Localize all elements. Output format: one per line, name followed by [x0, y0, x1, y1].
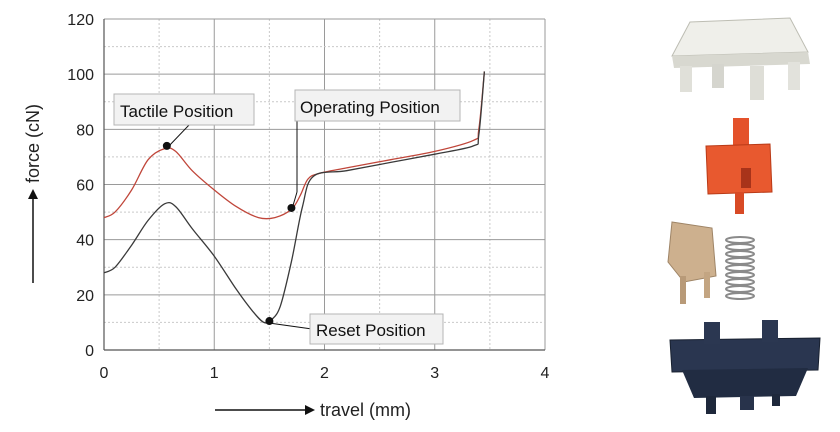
tactile-position-marker: [162, 141, 171, 150]
housing-bottom-post: [704, 322, 720, 344]
stem-body: [705, 143, 773, 195]
x-axis-title: travel (mm): [320, 400, 411, 420]
x-tick-label: 4: [541, 365, 550, 382]
stem-post: [733, 118, 749, 146]
y-tick-label: 60: [76, 178, 94, 195]
housing-bottom-body: [682, 368, 808, 398]
housing-top-face: [671, 17, 809, 57]
callout-reset-leader: [268, 322, 313, 330]
callout-operating-box: [294, 89, 461, 122]
y-axis-arrow-head: [28, 189, 38, 199]
housing-bottom-peg: [772, 394, 780, 406]
housing-bottom-peg: [740, 396, 754, 410]
contact-leaf-image: [667, 221, 717, 304]
callout-tactile-leader: [166, 123, 191, 149]
y-tick-label: 80: [76, 122, 94, 139]
housing-bottom-rim: [669, 337, 821, 373]
annotation-markers: [162, 141, 296, 326]
x-tick-label: 2: [320, 365, 329, 382]
grid: [103, 18, 546, 351]
housing-top-leg: [680, 66, 692, 92]
callout-operating-label: Operating Position: [300, 98, 440, 117]
callout-operating: Operating Position: [291, 89, 461, 210]
callout-tactile: Tactile Position: [113, 93, 255, 149]
stem-pin: [735, 192, 744, 214]
callout-reset: Reset Position: [268, 313, 444, 345]
x-tick-label: 0: [100, 365, 109, 382]
x-axis-title-group: travel (mm): [215, 400, 411, 420]
y-tick-label: 120: [67, 12, 94, 29]
y-axis-title-group: force (cN): [23, 104, 43, 283]
axes: [103, 19, 545, 351]
stem-front-slot: [741, 168, 751, 188]
operating-position-marker: [287, 203, 296, 212]
y-tick-label: 100: [67, 67, 94, 84]
housing-bottom-peg: [706, 396, 716, 414]
x-tick-label: 3: [430, 365, 439, 382]
callout-tactile-label: Tactile Position: [120, 102, 233, 121]
y-tick-label: 0: [85, 343, 94, 360]
stem-image: [705, 118, 773, 214]
housing-top-leg: [750, 66, 764, 100]
spring-image: [725, 236, 755, 300]
housing-top-image: [671, 17, 810, 100]
callout-reset-label: Reset Position: [316, 321, 426, 340]
contact-leaf-pin: [704, 272, 710, 298]
callout-operating-leader-tail: [291, 191, 298, 210]
y-tick-label: 40: [76, 233, 94, 250]
contact-leaf-body: [667, 221, 717, 283]
callout-tactile-box: [113, 93, 255, 126]
housing-top-leg: [712, 64, 724, 88]
callout-reset-box: [309, 313, 444, 345]
x-tick-label: 1: [210, 365, 219, 382]
housing-top-leg: [788, 62, 800, 90]
y-axis-title: force (cN): [23, 104, 43, 183]
y-tick-label: 20: [76, 288, 94, 305]
x-axis-arrow-head: [305, 405, 315, 415]
actuation-force-curve: [103, 71, 486, 220]
switch-parts-illustration: [667, 17, 821, 414]
contact-leaf-pin: [680, 276, 686, 304]
housing-bottom-image: [669, 320, 821, 414]
housing-top-front: [672, 52, 810, 68]
housing-bottom-post: [762, 320, 778, 342]
